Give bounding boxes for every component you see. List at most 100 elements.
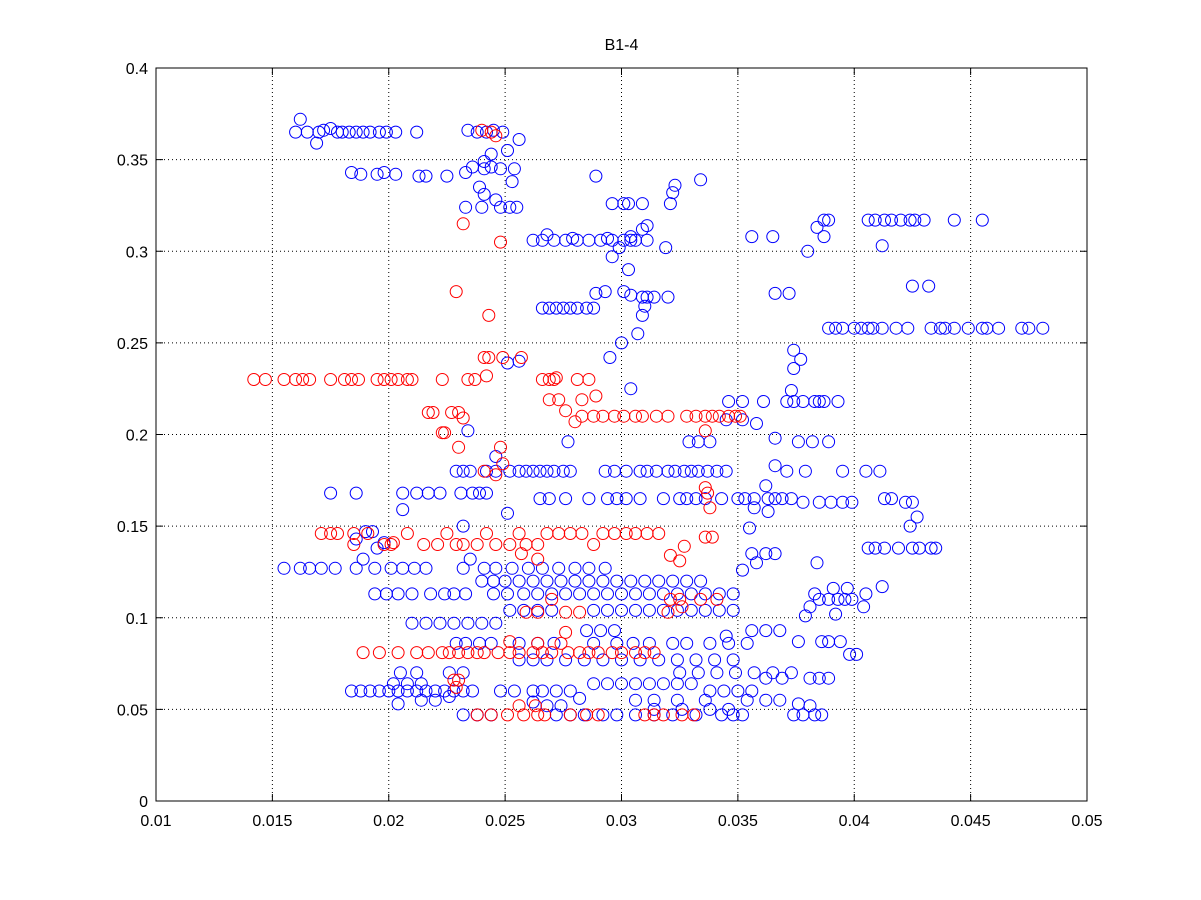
data-point — [363, 125, 377, 139]
data-point — [605, 646, 619, 660]
data-point — [829, 607, 843, 621]
data-point — [345, 373, 358, 386]
data-point — [947, 213, 961, 227]
data-point — [608, 624, 621, 638]
data-point — [442, 646, 456, 660]
data-point — [501, 506, 514, 520]
data-point — [421, 406, 435, 419]
data-point — [766, 230, 780, 244]
data-point — [619, 464, 633, 478]
data-point — [345, 684, 358, 698]
data-point — [463, 464, 477, 478]
data-point — [573, 605, 587, 619]
data-point — [726, 653, 740, 667]
y-tick-label: 0.4 — [126, 61, 148, 78]
data-point — [924, 321, 938, 335]
data-point — [759, 479, 773, 493]
y-tick-label: 0.2 — [126, 428, 148, 445]
data-point — [512, 464, 526, 478]
data-point — [615, 646, 628, 660]
data-point — [466, 486, 479, 500]
data-point — [698, 409, 712, 423]
data-point — [547, 373, 561, 386]
data-point — [698, 424, 712, 438]
data-point — [652, 527, 666, 540]
data-point — [526, 464, 540, 478]
y-tick-label: 0.1 — [126, 611, 148, 628]
data-point — [542, 492, 556, 506]
data-point — [668, 178, 682, 192]
data-point — [808, 395, 822, 408]
data-point — [736, 413, 749, 427]
data-point — [736, 395, 749, 408]
data-point — [815, 708, 829, 722]
data-point — [717, 684, 731, 698]
data-point — [582, 574, 596, 588]
data-point — [591, 708, 605, 722]
data-point — [470, 708, 484, 722]
data-point — [801, 244, 815, 258]
data-point — [531, 587, 545, 601]
data-point — [682, 435, 696, 449]
data-point — [712, 587, 726, 601]
data-point — [899, 495, 912, 509]
data-point — [598, 285, 612, 299]
data-point — [559, 605, 573, 619]
data-point — [442, 690, 456, 703]
data-point — [310, 136, 324, 150]
data-point — [438, 587, 452, 601]
data-point — [938, 321, 952, 335]
data-point — [638, 708, 652, 722]
data-point — [573, 587, 587, 601]
data-point — [372, 125, 386, 139]
y-tick-label: 0.15 — [117, 519, 148, 536]
data-point — [831, 592, 845, 606]
data-point — [386, 677, 400, 691]
data-point — [663, 197, 677, 211]
data-point — [831, 395, 845, 408]
data-point — [822, 592, 836, 606]
data-point — [563, 464, 577, 478]
data-point — [435, 426, 449, 440]
data-point — [477, 464, 491, 478]
data-point — [975, 321, 989, 335]
data-point — [582, 561, 596, 575]
data-point — [414, 677, 428, 691]
data-point — [519, 464, 533, 478]
data-point — [293, 112, 307, 126]
data-point — [372, 646, 386, 660]
data-point — [489, 616, 503, 630]
data-point — [1036, 321, 1050, 335]
data-point — [542, 393, 556, 407]
data-point — [929, 541, 943, 555]
data-point — [640, 464, 654, 478]
data-point — [798, 609, 812, 623]
data-point — [694, 592, 708, 606]
data-point — [875, 239, 889, 253]
data-point — [498, 574, 512, 588]
data-point — [617, 197, 631, 211]
data-point — [859, 587, 873, 601]
data-point — [556, 301, 570, 315]
data-point — [750, 556, 763, 570]
data-point — [675, 600, 689, 614]
data-point — [473, 486, 486, 500]
data-points — [247, 112, 1050, 722]
data-point — [512, 653, 526, 667]
data-point — [596, 574, 610, 588]
data-point — [677, 539, 691, 553]
data-point — [449, 464, 463, 478]
data-point — [619, 492, 633, 506]
data-point — [489, 468, 503, 482]
data-point — [482, 351, 496, 364]
data-point — [512, 133, 526, 146]
data-point — [384, 373, 398, 386]
data-point — [545, 592, 559, 606]
data-point — [587, 603, 601, 617]
data-point — [615, 653, 628, 667]
data-point — [314, 561, 328, 575]
data-point — [712, 409, 726, 423]
data-point — [405, 587, 419, 601]
data-point — [526, 574, 540, 588]
